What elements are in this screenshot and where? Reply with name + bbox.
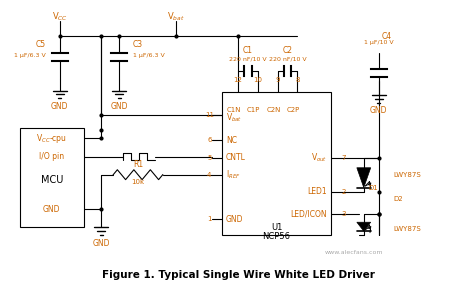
Text: 5: 5: [207, 155, 211, 161]
Polygon shape: [357, 222, 371, 231]
Text: 11: 11: [205, 112, 214, 118]
Text: 2: 2: [342, 188, 346, 194]
Text: U1: U1: [271, 223, 282, 232]
Text: 1: 1: [207, 216, 211, 222]
Text: I/O pin: I/O pin: [39, 152, 64, 161]
Text: GND: GND: [370, 106, 387, 115]
Text: D2: D2: [394, 196, 403, 202]
Polygon shape: [357, 168, 371, 188]
Text: MCU: MCU: [40, 175, 63, 185]
Text: V$_{CC}$-cpu: V$_{CC}$-cpu: [36, 132, 67, 144]
Text: GND: GND: [110, 102, 128, 111]
Text: 1 μF/10 V: 1 μF/10 V: [364, 41, 394, 45]
Bar: [222, 92, 331, 235]
Text: 6: 6: [207, 137, 211, 143]
Text: 7: 7: [342, 155, 346, 161]
Text: C2N: C2N: [267, 107, 281, 113]
Text: LED1: LED1: [307, 187, 327, 196]
Text: 220 nF/10 V: 220 nF/10 V: [229, 56, 267, 61]
Text: V$_{out}$: V$_{out}$: [311, 152, 327, 164]
Text: LWY87S: LWY87S: [394, 172, 421, 178]
Text: C4: C4: [382, 31, 392, 41]
Bar: [20, 128, 83, 227]
Text: GND: GND: [43, 205, 60, 214]
Text: NCP56: NCP56: [263, 232, 291, 241]
Text: GND: GND: [226, 215, 244, 224]
Text: C1P: C1P: [247, 107, 260, 113]
Text: 3: 3: [342, 211, 346, 217]
Text: 9: 9: [275, 77, 280, 83]
Text: C5: C5: [36, 40, 46, 49]
Text: R1: R1: [133, 160, 143, 169]
Text: LWY87S: LWY87S: [394, 226, 421, 232]
Text: 10k: 10k: [131, 179, 145, 185]
Text: 12: 12: [234, 77, 242, 83]
Text: CNTL: CNTL: [226, 153, 246, 162]
Text: 1 μF/6.3 V: 1 μF/6.3 V: [14, 53, 46, 58]
Text: V$_{bat}$: V$_{bat}$: [226, 112, 242, 124]
Text: GND: GND: [51, 102, 69, 111]
Text: C1N: C1N: [227, 107, 242, 113]
Text: LED/ICON: LED/ICON: [290, 210, 327, 219]
Text: 10: 10: [253, 77, 262, 83]
Text: C2P: C2P: [287, 107, 300, 113]
Text: NC: NC: [226, 136, 237, 144]
Text: 1 μF/6.3 V: 1 μF/6.3 V: [133, 53, 165, 58]
Text: C3: C3: [133, 40, 143, 49]
Text: www.alecfans.com: www.alecfans.com: [325, 251, 383, 255]
Text: GND: GND: [93, 239, 110, 247]
Text: Figure 1. Typical Single Wire White LED Driver: Figure 1. Typical Single Wire White LED …: [101, 270, 375, 280]
Text: C1: C1: [243, 46, 253, 55]
Text: V$_{bat}$: V$_{bat}$: [167, 11, 184, 23]
Text: 4: 4: [207, 172, 211, 178]
Text: C2: C2: [283, 46, 293, 55]
Text: 220 nF/10 V: 220 nF/10 V: [268, 56, 307, 61]
Text: D1: D1: [369, 184, 378, 190]
Text: 8: 8: [295, 77, 300, 83]
Text: I$_{REF}$: I$_{REF}$: [226, 168, 241, 181]
Text: V$_{CC}$: V$_{CC}$: [52, 11, 68, 23]
